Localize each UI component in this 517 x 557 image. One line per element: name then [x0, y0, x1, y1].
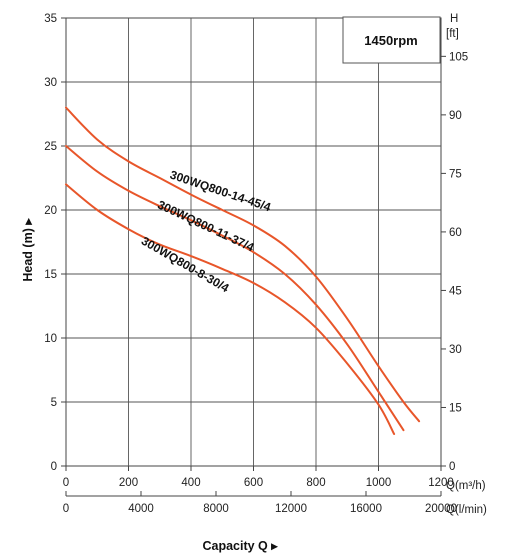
series-label-3: 300WQ800-8-30/4: [139, 234, 232, 296]
x-tick-label: 800: [306, 477, 325, 489]
x-tick-label: 1000: [366, 477, 392, 489]
y2-tick-label: 15: [449, 402, 462, 414]
y-tick-label: 20: [44, 205, 57, 217]
y2-axis-label: H: [450, 13, 458, 25]
x2-axis-unit: Q(l/min): [446, 504, 487, 516]
x-tick-label: 200: [119, 477, 138, 489]
series-label-2: 300WQ800-11-37/4: [155, 197, 256, 254]
x2-tick-label: 0: [63, 503, 69, 515]
x-axis-unit: Q(m³/h): [446, 480, 486, 492]
x2-tick-label: 16000: [350, 503, 382, 515]
y-tick-label: 35: [44, 13, 57, 25]
y-tick-label: 15: [44, 269, 57, 281]
y2-tick-label: 0: [449, 461, 455, 473]
y2-tick-label: 90: [449, 110, 462, 122]
x2-tick-label: 4000: [128, 503, 154, 515]
y2-tick-label: 30: [449, 344, 462, 356]
rpm-badge-text: 1450rpm: [364, 33, 417, 48]
x-tick-label: 600: [244, 477, 263, 489]
y-tick-label: 5: [51, 397, 57, 409]
x2-tick-label: 12000: [275, 503, 307, 515]
x2-tick-label: 20000: [425, 503, 457, 515]
y-tick-label: 0: [51, 461, 57, 473]
y-tick-label: 30: [44, 77, 57, 89]
x-tick-label: 400: [181, 477, 200, 489]
x-axis-title: Capacity Q ▸: [202, 539, 279, 553]
labels-group: 300WQ800-14-45/4300WQ800-11-37/4300WQ800…: [139, 168, 273, 296]
x-tick-label: 0: [63, 477, 69, 489]
y-tick-label: 25: [44, 141, 57, 153]
y-tick-label: 10: [44, 333, 57, 345]
series-line-2: [65, 145, 405, 432]
y2-axis-unit: [ft]: [446, 28, 459, 40]
y-axis-title: Head (m) ▸: [21, 217, 35, 282]
series-line-1: [65, 106, 421, 423]
series-group: [65, 106, 421, 435]
y2-tick-label: 60: [449, 227, 462, 239]
x2-tick-label: 8000: [203, 503, 229, 515]
y2-tick-label: 45: [449, 285, 462, 297]
x-tick-label: 1200: [428, 477, 454, 489]
y2-tick-label: 75: [449, 168, 462, 180]
y2-tick-label: 105: [449, 51, 468, 63]
series-line-3: [65, 183, 396, 435]
rpm-badge: 1450rpm: [342, 16, 441, 64]
